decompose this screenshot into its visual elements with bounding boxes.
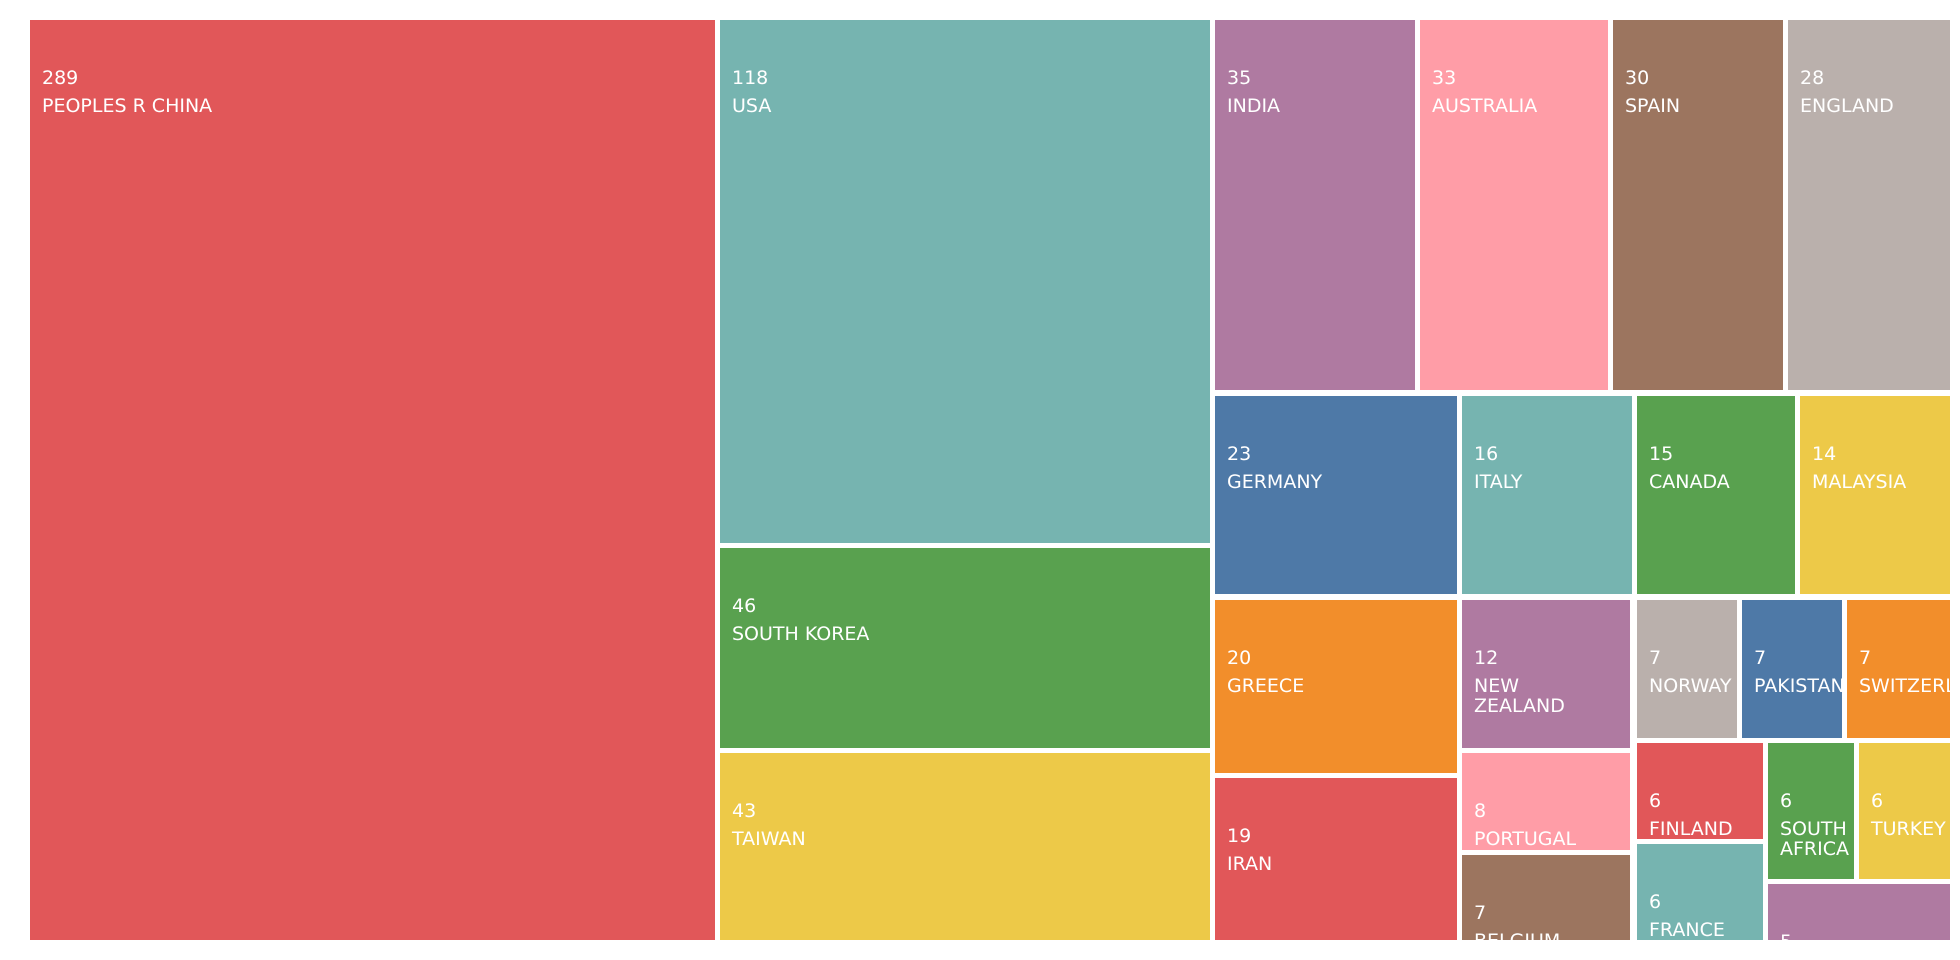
tile-value: 6: [1780, 790, 1793, 812]
tile-label: NORWAY: [1649, 675, 1732, 697]
tile-greece[interactable]: 20 GREECE: [1215, 600, 1457, 773]
tile-pakistan[interactable]: 7 PAKISTAN: [1742, 600, 1842, 738]
tile-label: AUSTRALIA: [1432, 95, 1538, 117]
tile-label: SOUTH KOREA: [732, 623, 870, 645]
tile-taiwan[interactable]: 43 TAIWAN: [720, 753, 1210, 940]
tile-label: SPAIN: [1625, 95, 1681, 117]
tile-south-korea[interactable]: 46 SOUTH KOREA: [720, 548, 1210, 748]
tile-value: 7: [1649, 647, 1662, 669]
tile-value: 43: [732, 800, 757, 822]
tile-label: BELGIUM: [1474, 931, 1560, 940]
tile-usa[interactable]: 118 USA: [720, 20, 1210, 543]
tile-label: SOUTH AFRICA: [1780, 818, 1849, 860]
tile-label: PEOPLES R CHINA: [42, 95, 213, 117]
tile-value: 7: [1474, 902, 1487, 924]
tile-value: 20: [1227, 647, 1252, 669]
tile-australia[interactable]: 33 AUSTRALIA: [1420, 20, 1608, 390]
tile-value: 16: [1474, 443, 1499, 465]
tile-canada[interactable]: 15 CANADA: [1637, 396, 1795, 594]
tile-india[interactable]: 35 INDIA: [1215, 20, 1415, 390]
tile-label: CANADA: [1649, 471, 1730, 493]
tile-label: MALAYSIA: [1812, 471, 1907, 493]
tile-label: PAKISTAN: [1754, 675, 1842, 697]
tile-value: 12: [1474, 647, 1499, 669]
tile-value: 6: [1649, 891, 1662, 913]
tile-label: INDIA: [1227, 95, 1281, 117]
tile-value: 6: [1649, 790, 1662, 812]
tile-germany[interactable]: 23 GERMANY: [1215, 396, 1457, 594]
tile-label: IRAN: [1227, 853, 1273, 875]
tile-value: 15: [1649, 443, 1674, 465]
tile-new-zealand[interactable]: 12 NEW ZEALAND: [1462, 600, 1630, 748]
tile-malaysia[interactable]: 14 MALAYSIA: [1800, 396, 1950, 594]
tile-value: 28: [1800, 67, 1825, 89]
tile-italy[interactable]: 16 ITALY: [1462, 396, 1632, 594]
tile-south-africa[interactable]: 6 SOUTH AFRICA: [1768, 743, 1854, 879]
tile-belgium[interactable]: 7 BELGIUM: [1462, 855, 1630, 940]
tile-norway[interactable]: 7 NORWAY: [1637, 600, 1737, 738]
tile-england[interactable]: 28 ENGLAND: [1788, 20, 1950, 390]
tile-value: 14: [1812, 443, 1837, 465]
tile-label: GREECE: [1227, 675, 1305, 697]
tile-france[interactable]: 6 FRANCE: [1637, 844, 1763, 940]
tile-label: ENGLAND: [1800, 95, 1894, 117]
tile-label: SWITZERLAND: [1859, 675, 1950, 697]
tile-label: GERMANY: [1227, 471, 1323, 493]
tile-label: FINLAND: [1649, 818, 1733, 839]
tile-label: FRANCE: [1649, 919, 1725, 940]
tile-label: TURKEY: [1871, 818, 1946, 840]
tile-value: 7: [1754, 647, 1767, 669]
tile-label: NEW ZEALAND: [1474, 675, 1565, 717]
tile-finland[interactable]: 6 FINLAND: [1637, 743, 1763, 839]
tile-value: 19: [1227, 825, 1252, 847]
tile-value: 35: [1227, 67, 1252, 89]
tile-other[interactable]: 5: [1768, 884, 1950, 940]
tile-value: 7: [1859, 647, 1872, 669]
tile-label: ITALY: [1474, 471, 1523, 493]
tile-value: 6: [1871, 790, 1884, 812]
tile-turkey[interactable]: 6 TURKEY: [1859, 743, 1950, 879]
tile-iran[interactable]: 19 IRAN: [1215, 778, 1457, 940]
tile-value: 289: [42, 67, 79, 89]
tile-value: 118: [732, 67, 769, 89]
tile-peoples-r-china[interactable]: 289 PEOPLES R CHINA: [30, 20, 715, 940]
tile-value: 23: [1227, 443, 1252, 465]
treemap-chart: 289 PEOPLES R CHINA 118 USA 46 SOUTH KOREA 43 T…: [30, 20, 1950, 940]
tile-value: 8: [1474, 800, 1487, 822]
tile-label: PORTUGAL: [1474, 828, 1577, 850]
tile-value: 46: [732, 595, 757, 617]
tile-label: USA: [732, 95, 772, 117]
tile-spain[interactable]: 30 SPAIN: [1613, 20, 1783, 390]
tile-portugal[interactable]: 8 PORTUGAL: [1462, 753, 1630, 850]
tile-value: 33: [1432, 67, 1457, 89]
tile-switzerland[interactable]: 7 SWITZERLAND: [1847, 600, 1950, 738]
tile-value: 5: [1780, 932, 1792, 940]
tile-label: TAIWAN: [732, 828, 806, 850]
tile-value: 30: [1625, 67, 1650, 89]
